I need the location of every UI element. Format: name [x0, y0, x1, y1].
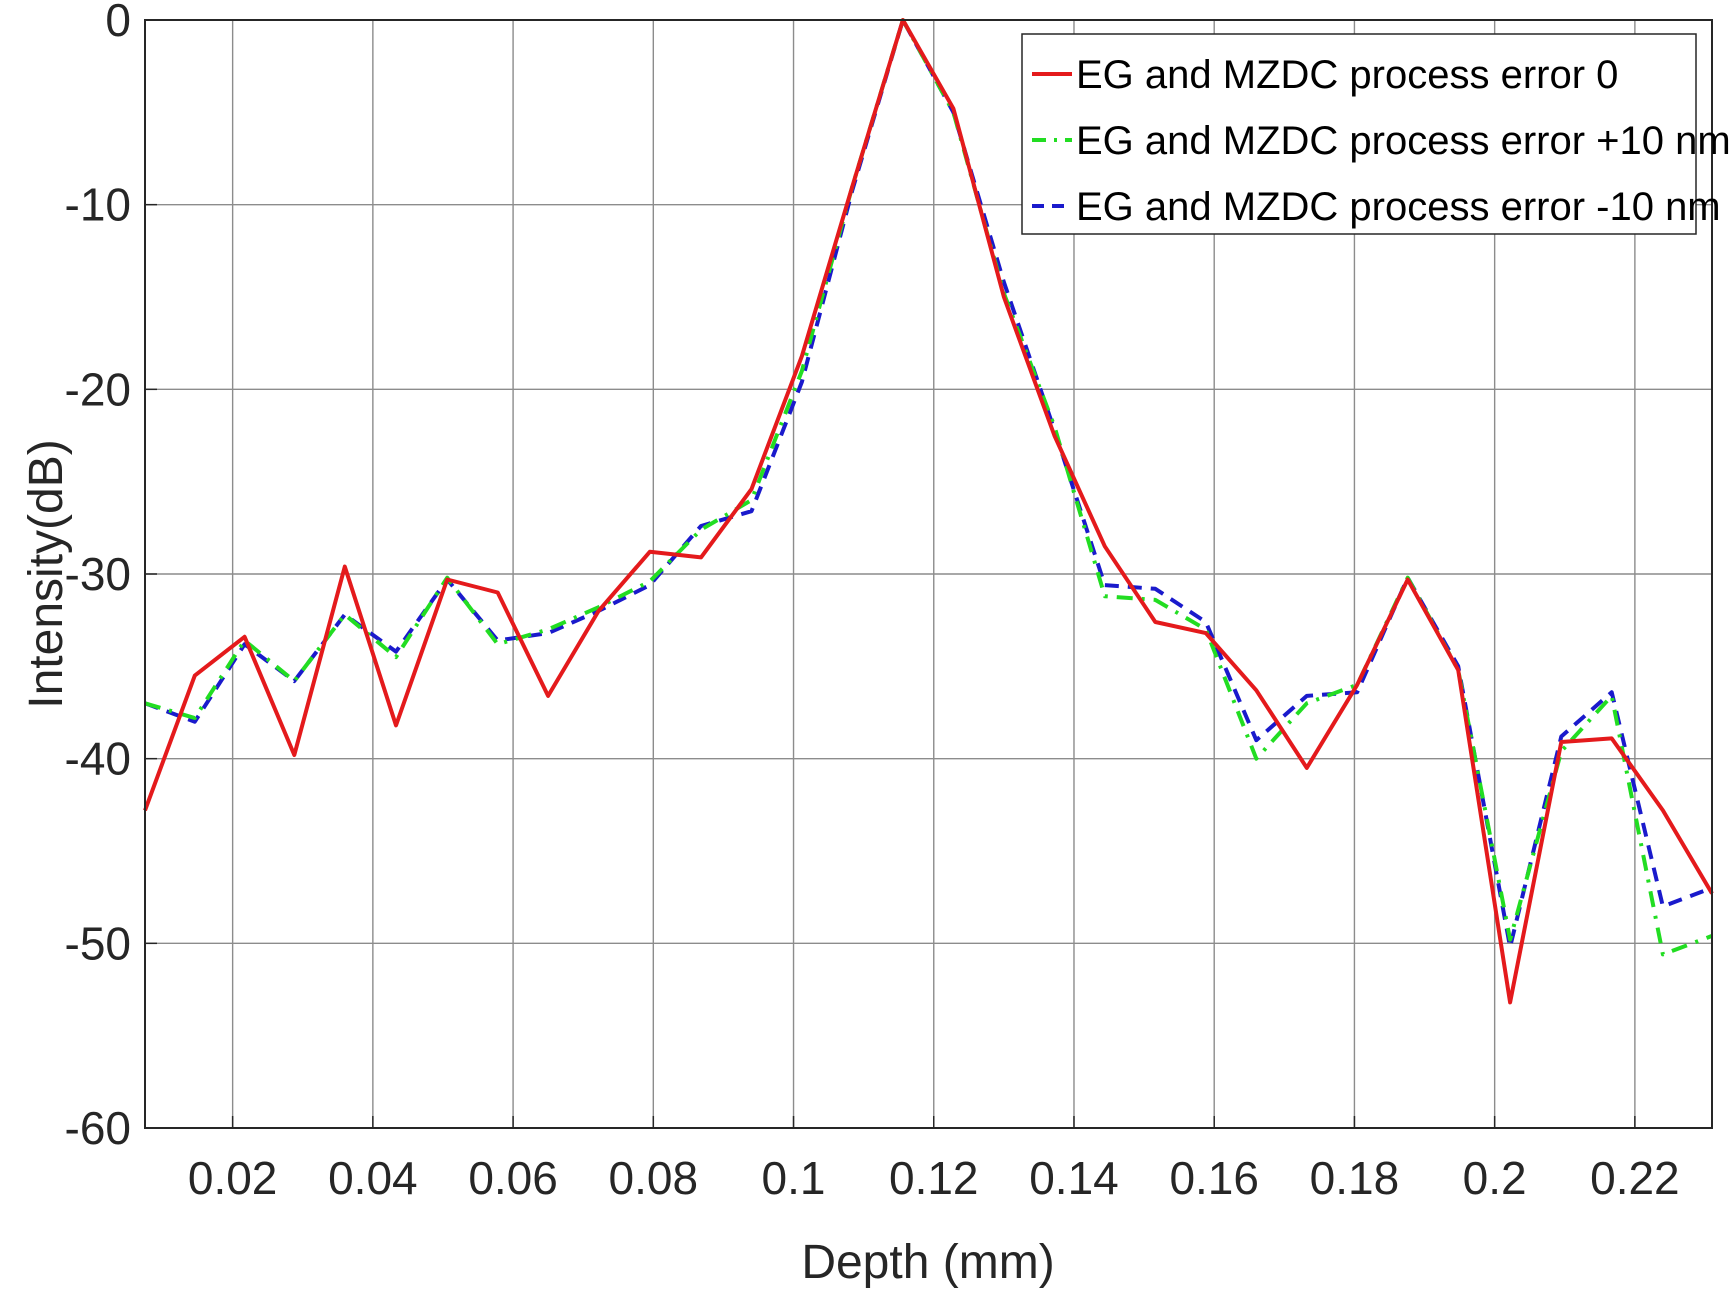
x-tick-label-6: 0.14 — [1029, 1152, 1119, 1204]
legend-label-error-minus-10: EG and MZDC process error -10 nm — [1076, 185, 1721, 229]
x-tick-label-5: 0.12 — [889, 1152, 979, 1204]
x-tick-label-0: 0.02 — [188, 1152, 278, 1204]
legend-label-error-plus-10: EG and MZDC process error +10 nm — [1076, 119, 1731, 163]
y-tick-label-2: -20 — [65, 363, 131, 415]
y-tick-label-1: -10 — [65, 179, 131, 231]
x-tick-label-7: 0.16 — [1169, 1152, 1259, 1204]
x-axis-title: Depth (mm) — [801, 1236, 1054, 1289]
y-tick-label-3: -30 — [65, 548, 131, 600]
legend-label-error-0: EG and MZDC process error 0 — [1076, 53, 1618, 97]
series-layer — [143, 18, 1714, 1005]
x-tick-label-9: 0.2 — [1463, 1152, 1527, 1204]
x-tick-label-4: 0.1 — [762, 1152, 826, 1204]
legend-box — [1021, 33, 1697, 235]
y-tick-label-5: -50 — [65, 917, 131, 969]
x-tick-label-2: 0.06 — [468, 1152, 558, 1204]
y-axis-title: Intensity(dB) — [20, 439, 73, 708]
y-tick-label-4: -40 — [65, 733, 131, 785]
x-tick-label-3: 0.08 — [609, 1152, 699, 1204]
legend: EG and MZDC process error 0 EG and MZDC … — [1021, 33, 1731, 235]
x-tick-label-8: 0.18 — [1310, 1152, 1400, 1204]
tick-label-layer: 0.02 0.04 0.06 0.08 0.1 0.12 0.14 0.16 0.18 0.2 0.… — [65, 0, 1680, 1204]
series-line-0 — [143, 18, 1714, 1005]
y-tick-label-0: 0 — [105, 0, 131, 46]
x-tick-label-1: 0.04 — [328, 1152, 418, 1204]
x-tick-label-10: 0.22 — [1590, 1152, 1680, 1204]
y-tick-label-6: -60 — [65, 1102, 131, 1154]
